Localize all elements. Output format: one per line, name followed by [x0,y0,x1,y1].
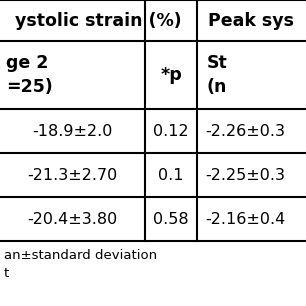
Text: -20.4±3.80: -20.4±3.80 [27,211,118,226]
Text: an±standard deviation: an±standard deviation [4,249,157,262]
Text: -2.16±0.4: -2.16±0.4 [205,211,285,226]
Text: -2.25±0.3: -2.25±0.3 [205,167,285,182]
Text: 0.1: 0.1 [158,167,184,182]
Text: -18.9±2.0: -18.9±2.0 [32,124,113,139]
Text: -2.26±0.3: -2.26±0.3 [205,124,285,139]
Text: t: t [4,267,9,280]
Text: Peak sys: Peak sys [208,12,294,29]
Text: ge 2: ge 2 [6,54,48,72]
Text: (n: (n [207,78,227,96]
Text: ystolic strain (%): ystolic strain (%) [15,12,182,29]
Text: St: St [207,54,228,72]
Text: -21.3±2.70: -21.3±2.70 [27,167,118,182]
Text: 0.12: 0.12 [153,124,189,139]
Text: 0.58: 0.58 [153,211,189,226]
Text: *p: *p [160,66,182,84]
Text: =25): =25) [6,78,53,96]
